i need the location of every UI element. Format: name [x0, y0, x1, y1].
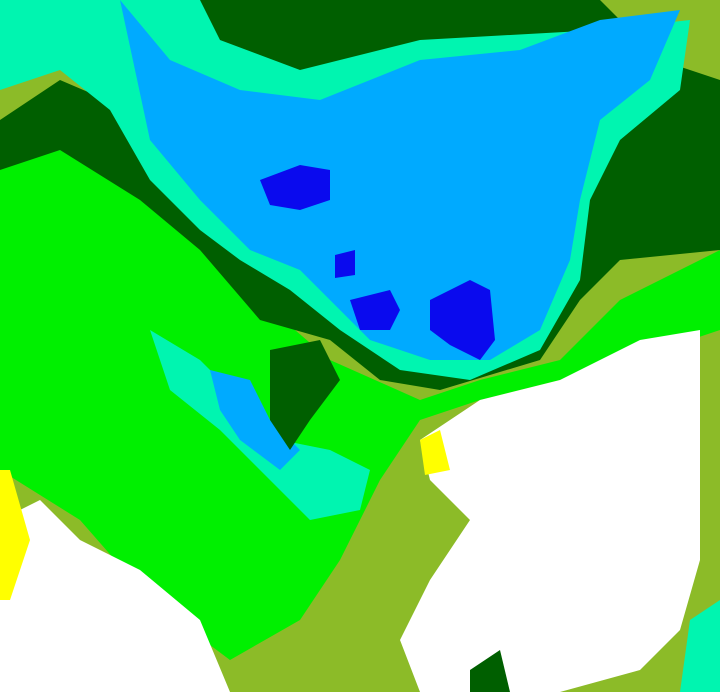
yellow-fringe: [420, 430, 450, 475]
deep-blue-patch: [335, 250, 355, 278]
yellow-fringe: [0, 470, 30, 600]
white-cloud-region: [400, 330, 700, 692]
white-cloud-region: [0, 500, 230, 692]
dark-green-south-patch: [470, 650, 510, 692]
aquamarine-corner: [680, 600, 720, 692]
deep-blue-patch: [430, 280, 495, 360]
central-dark-green-patch: [270, 340, 340, 450]
light-blue-region: [120, 0, 680, 360]
deep-blue-patch: [350, 290, 400, 330]
bright-green-region: [0, 130, 720, 660]
light-blue-tongue: [210, 370, 300, 470]
deep-blue-patch: [260, 165, 330, 210]
